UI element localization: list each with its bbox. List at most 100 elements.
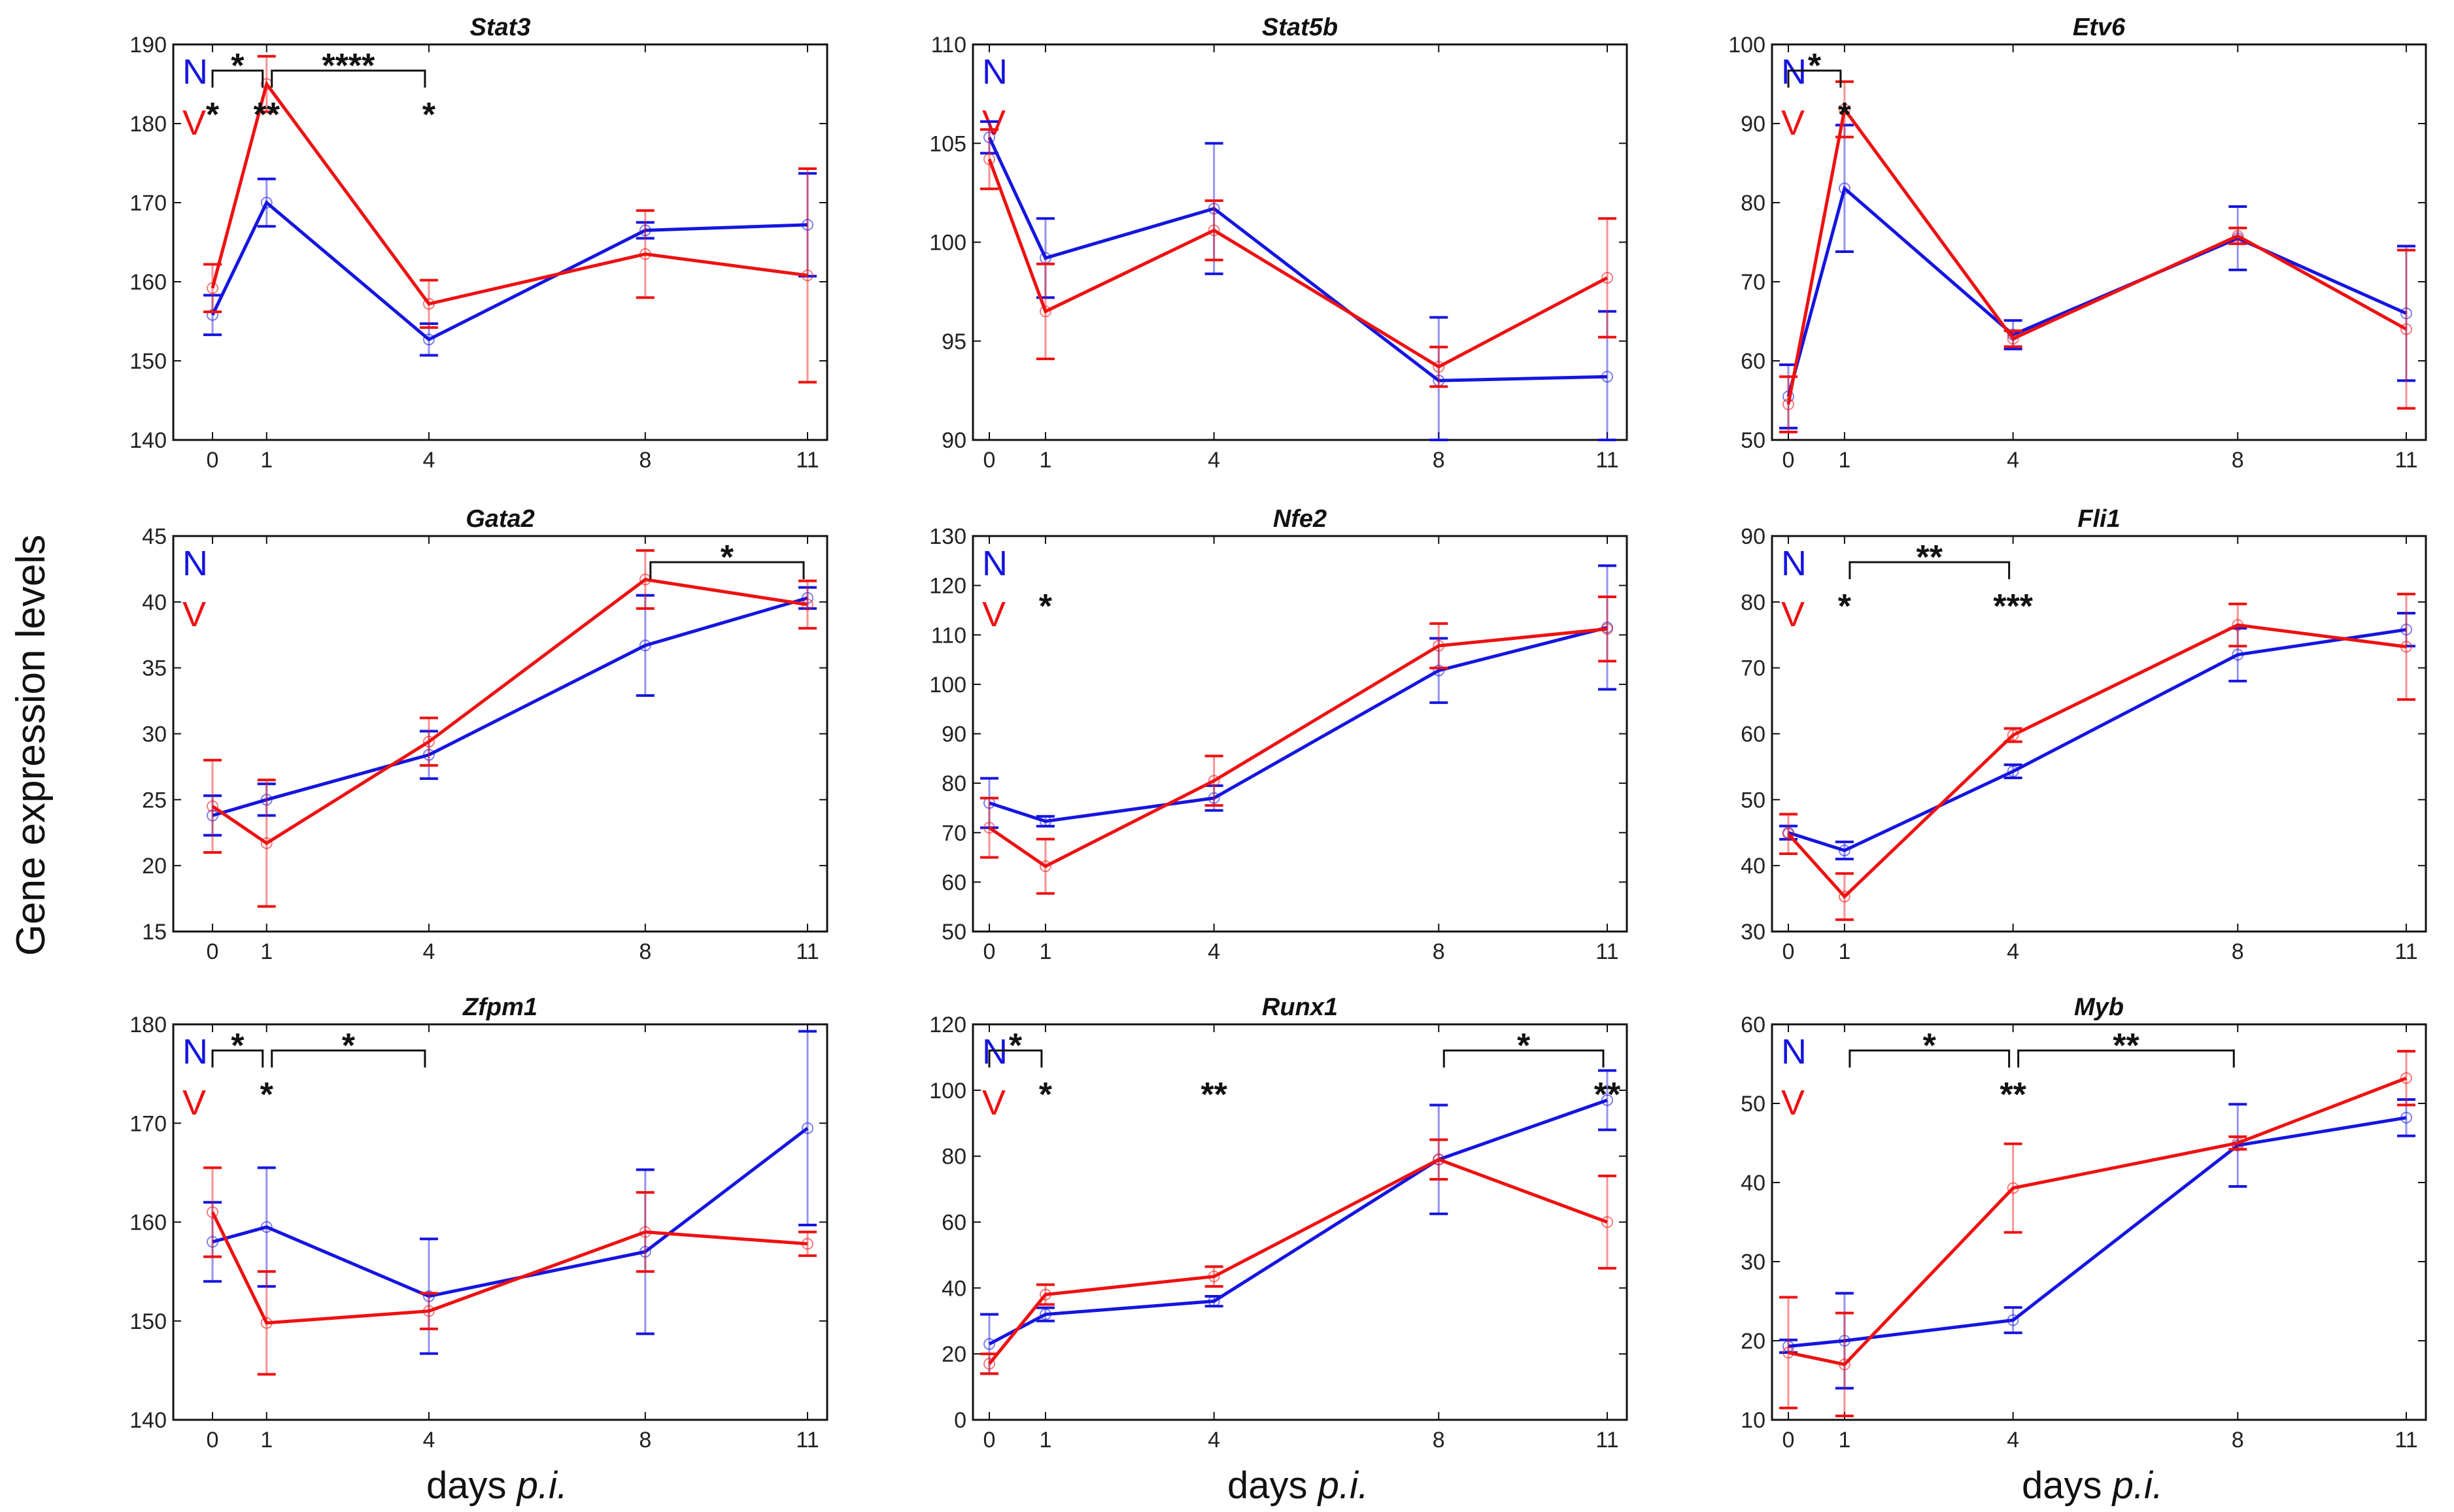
- series-n-point: [422, 333, 435, 346]
- y-tick-label: 10: [1741, 1408, 1765, 1433]
- series-v-point: [1838, 103, 1850, 116]
- panel-title: Stat5b: [1262, 14, 1338, 41]
- y-tick-label: 25: [142, 788, 167, 813]
- series-n-point: [983, 1338, 995, 1351]
- y-tick-label: 160: [129, 1211, 167, 1235]
- series-v-point: [422, 735, 435, 748]
- y-tick-label: 180: [129, 1013, 167, 1037]
- legend-v: V: [1781, 103, 1805, 143]
- significance-bracket: [271, 69, 426, 88]
- y-tick-label: 150: [129, 1309, 167, 1334]
- significance-mark: ****: [322, 47, 375, 85]
- x-axis-label-text: days: [426, 1464, 517, 1507]
- series-v-point: [639, 573, 651, 586]
- y-tick-label: 90: [1741, 524, 1765, 549]
- series-v-point: [1208, 1270, 1220, 1283]
- significance-mark: *: [422, 96, 436, 134]
- series-v-point: [422, 297, 435, 310]
- series-n-point: [2400, 1111, 2412, 1124]
- x-tick-label: 0: [207, 939, 219, 964]
- significance-mark: **: [2113, 1027, 2139, 1065]
- x-tick-label: 8: [2232, 939, 2244, 964]
- x-axis-label-col2: days p.i.: [1227, 1464, 1369, 1507]
- y-tick-label: 60: [1741, 722, 1765, 747]
- y-tick-label: 95: [942, 329, 966, 354]
- series-v-point: [207, 1206, 218, 1218]
- series-v-point: [1601, 1216, 1613, 1228]
- series-v-line: [211, 80, 808, 306]
- y-tick-label: 50: [1741, 428, 1765, 453]
- series-n-point: [1208, 792, 1220, 804]
- significance-mark: *: [206, 96, 220, 134]
- y-tick-label: 70: [1741, 270, 1765, 295]
- significance-mark: *: [1838, 588, 1852, 626]
- y-tick-label: 110: [931, 33, 966, 58]
- series-v-line: [211, 577, 808, 845]
- y-tick-label: 80: [942, 771, 966, 796]
- significance-mark: ***: [1993, 588, 2033, 626]
- y-tick-label: 80: [1741, 590, 1765, 615]
- series-v-point: [1208, 775, 1220, 787]
- series-n-point: [639, 224, 651, 237]
- plot-frame: [972, 535, 1628, 933]
- y-tick-label: 60: [942, 1211, 966, 1235]
- significance-mark: **: [253, 96, 280, 134]
- series-v-point: [1838, 1358, 1850, 1371]
- series-v-point: [1208, 224, 1220, 237]
- x-tick-label: 1: [1838, 939, 1850, 964]
- y-tick-label: 30: [1741, 920, 1765, 945]
- significance-mark: **: [1917, 539, 1943, 577]
- y-tick-label: 30: [1741, 1250, 1765, 1275]
- series-v-point: [639, 248, 651, 260]
- x-tick-label: 4: [422, 939, 435, 964]
- plot-frame: [972, 1023, 1628, 1421]
- series-v-point: [1433, 639, 1445, 652]
- panel-title: Myb: [2074, 994, 2124, 1021]
- y-tick-label: 90: [1741, 112, 1765, 137]
- legend-n: N: [982, 52, 1008, 92]
- series-n-point: [802, 1122, 813, 1134]
- y-axis-label: Gene expression levels: [9, 535, 54, 956]
- y-tick-label: 40: [1741, 1171, 1765, 1196]
- panel-nfe2: Nfe2 50 60 70 80 90 100 110 120 130 0 1 4 8 11 NV *: [929, 505, 1628, 964]
- plot-frame: [972, 43, 1628, 441]
- series-n-point: [207, 1235, 218, 1248]
- legend-n: N: [182, 52, 208, 92]
- y-tick-label: 20: [1741, 1329, 1765, 1354]
- legend-v: V: [982, 595, 1006, 634]
- series-v-point: [207, 282, 218, 294]
- significance-bracket: [211, 1049, 264, 1067]
- x-tick-label: 8: [1433, 448, 1445, 473]
- x-tick-label: 1: [260, 448, 273, 473]
- y-tick-label: 20: [942, 1342, 966, 1367]
- legend-n: N: [982, 1032, 1008, 1071]
- y-tick-label: 80: [942, 1145, 966, 1169]
- x-tick-label: 8: [639, 448, 651, 473]
- y-tick-label: 150: [129, 349, 167, 374]
- x-tick-label: 11: [796, 939, 819, 964]
- series-v-point: [2007, 1182, 2019, 1194]
- x-tick-label: 8: [1433, 1428, 1445, 1453]
- significance-bracket: [2017, 1049, 2235, 1067]
- y-tick-label: 35: [142, 656, 167, 681]
- series-n-point: [207, 309, 218, 321]
- y-tick-label: 120: [929, 1013, 966, 1037]
- panel-gata2: Gata2 15 20 25 30 35 40 45 0 1 4 8 11 NV *: [142, 505, 828, 964]
- significance-mark: **: [1201, 1076, 1227, 1114]
- x-tick-label: 11: [1595, 1428, 1618, 1453]
- y-tick-label: 140: [129, 428, 167, 453]
- series-v-point: [1782, 398, 1794, 411]
- series-v-line: [1788, 1076, 2407, 1367]
- series-v-point: [2232, 229, 2244, 242]
- series-v-point: [1782, 828, 1794, 840]
- legend-n: N: [1781, 52, 1807, 92]
- significance-mark: *: [231, 1027, 245, 1065]
- x-tick-label: 1: [1838, 1428, 1850, 1453]
- x-tick-label: 8: [2232, 448, 2244, 473]
- significance-mark: *: [260, 1076, 274, 1114]
- plot-frame: [1771, 1023, 2427, 1421]
- significance-bracket: [1849, 561, 2011, 579]
- series-n-point: [1039, 1308, 1051, 1320]
